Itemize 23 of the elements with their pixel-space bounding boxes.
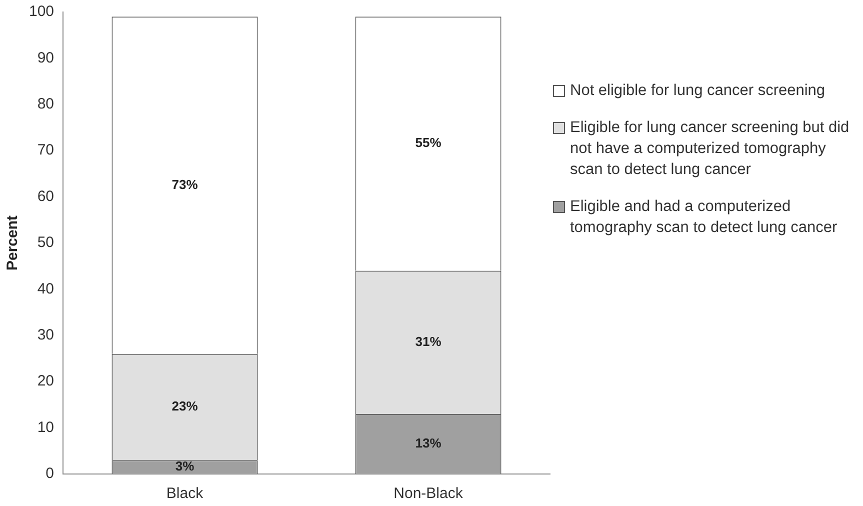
x-tick-label: Black bbox=[166, 485, 204, 502]
text: Not eligible for lung cancer screening bbox=[570, 81, 826, 101]
data-label: 23% bbox=[172, 398, 198, 414]
data-label: 13% bbox=[415, 436, 442, 451]
y-axis-title: Percent bbox=[4, 215, 22, 271]
y-tick-label: 40 bbox=[37, 280, 54, 298]
data-label: 73% bbox=[172, 176, 198, 192]
data-label: 55% bbox=[415, 135, 442, 150]
y-tick-label: 50 bbox=[37, 234, 54, 252]
y-tick-label: 60 bbox=[37, 188, 54, 205]
y-tick-label: 30 bbox=[37, 326, 54, 344]
y-tick-label: 80 bbox=[37, 96, 54, 113]
y-tick-label: 10 bbox=[37, 418, 54, 436]
y-tick-label: 70 bbox=[37, 142, 54, 159]
legend-label: Eligible for lung cancer screening but did not have a computerized tomography scan to detect lung cancer bbox=[570, 118, 850, 180]
y-tick-label: 100 bbox=[28, 3, 54, 20]
data-label: 31% bbox=[415, 334, 442, 349]
legend-label: Eligible and had a computerized tomography scan to detect lung cancer bbox=[570, 197, 838, 238]
x-tick-label: Non-Black bbox=[394, 485, 464, 502]
y-tick-label: 90 bbox=[37, 49, 54, 66]
y-tick-label: 0 bbox=[46, 465, 54, 482]
y-tick-label: 20 bbox=[37, 372, 54, 390]
data-label: 3% bbox=[175, 458, 195, 474]
